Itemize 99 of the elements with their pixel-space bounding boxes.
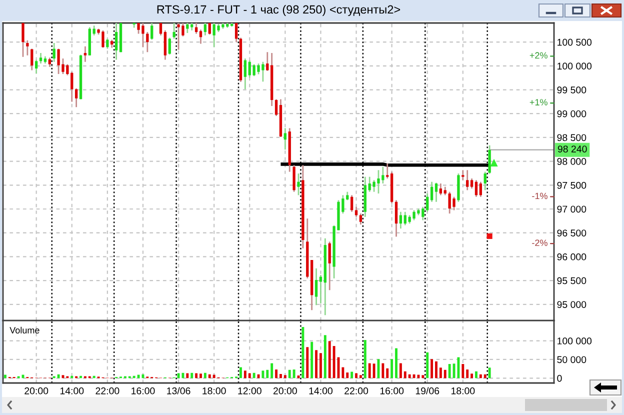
bar xyxy=(382,363,384,378)
bar xyxy=(200,374,202,378)
bar xyxy=(315,350,318,378)
bar xyxy=(262,370,264,378)
bar xyxy=(404,371,406,378)
bar xyxy=(70,376,74,378)
candlestick xyxy=(84,46,87,63)
bar xyxy=(439,368,442,378)
bar xyxy=(57,374,60,378)
x-tick-label: 22:00 xyxy=(344,387,368,394)
bar xyxy=(462,364,464,378)
bar xyxy=(426,352,429,378)
bar xyxy=(355,373,358,378)
bar xyxy=(248,373,251,378)
bar xyxy=(212,374,216,378)
bar xyxy=(280,374,282,378)
bar xyxy=(417,374,420,378)
bar xyxy=(390,359,394,378)
bar xyxy=(252,372,256,378)
bar xyxy=(470,374,474,378)
bar xyxy=(324,335,326,378)
x-tick-label: 22:00 xyxy=(96,387,120,394)
bar xyxy=(195,373,198,378)
bar xyxy=(430,359,434,378)
bar xyxy=(399,363,402,378)
bar xyxy=(422,375,424,378)
bar xyxy=(310,342,314,378)
bar xyxy=(466,370,469,378)
bar xyxy=(395,348,398,378)
x-tick-label: 14:00 xyxy=(309,387,332,394)
bar xyxy=(80,376,82,378)
x-tick-label: 19/06 xyxy=(416,387,440,394)
bar xyxy=(266,370,269,378)
bar xyxy=(240,367,242,378)
candlestick xyxy=(22,23,24,58)
candlestick xyxy=(106,38,109,50)
bar xyxy=(342,367,344,378)
bar xyxy=(306,347,309,378)
bar xyxy=(284,375,286,378)
bar xyxy=(444,370,446,378)
bar xyxy=(475,371,478,378)
bar xyxy=(479,374,482,378)
bar xyxy=(332,346,336,378)
candlestick xyxy=(52,42,56,63)
bar xyxy=(408,374,411,378)
bar xyxy=(4,374,6,378)
bar xyxy=(435,361,438,378)
candlestick xyxy=(34,59,38,74)
bar xyxy=(488,368,491,378)
x-tick-label: 16:00 xyxy=(380,387,404,394)
bar xyxy=(182,372,184,378)
candlestick xyxy=(74,88,78,108)
candlestick xyxy=(48,56,51,68)
bar xyxy=(386,368,389,378)
bar xyxy=(142,374,144,378)
bar xyxy=(346,372,349,378)
bar xyxy=(270,363,274,378)
y-tick-label: 0 xyxy=(557,374,562,382)
bar xyxy=(457,357,460,378)
x-tick-label: 16:00 xyxy=(132,387,155,394)
bar xyxy=(364,340,366,378)
candlestick xyxy=(39,52,42,64)
bar xyxy=(132,376,136,378)
bar xyxy=(448,364,451,378)
bar xyxy=(350,372,354,378)
bar xyxy=(359,375,362,378)
candlestick xyxy=(26,40,29,56)
candlestick xyxy=(114,23,118,60)
bar xyxy=(319,353,322,378)
bar xyxy=(137,374,140,378)
candlestick xyxy=(146,31,149,53)
x-tick-label: 20:00 xyxy=(273,387,297,394)
candlestick xyxy=(150,23,154,40)
x-tick-label: 20:00 xyxy=(24,387,48,394)
x-tick-label: 18:00 xyxy=(202,387,226,394)
bar xyxy=(328,341,331,378)
bar xyxy=(186,373,189,378)
bar xyxy=(372,364,376,378)
y-tick-label: 100 000 xyxy=(558,338,592,344)
text: Volume xyxy=(10,326,40,334)
bar xyxy=(244,370,246,378)
candlestick xyxy=(92,24,96,36)
bar xyxy=(190,372,194,378)
bar xyxy=(288,370,291,378)
bar xyxy=(204,372,206,378)
bar xyxy=(208,374,211,378)
candlestick xyxy=(30,48,34,71)
x-tick-label: 18:00 xyxy=(451,387,475,394)
bar xyxy=(92,376,96,378)
bar xyxy=(275,370,278,378)
bar xyxy=(292,370,296,378)
x-tick-label: 14:00 xyxy=(60,387,84,394)
x-tick-label: 12:00 xyxy=(238,387,262,394)
x-tick-label: 13/06 xyxy=(167,387,190,394)
y-tick-label: 50 000 xyxy=(557,356,586,364)
bar xyxy=(368,363,371,378)
bar xyxy=(484,374,486,378)
bar xyxy=(302,326,304,378)
bar xyxy=(412,374,416,378)
